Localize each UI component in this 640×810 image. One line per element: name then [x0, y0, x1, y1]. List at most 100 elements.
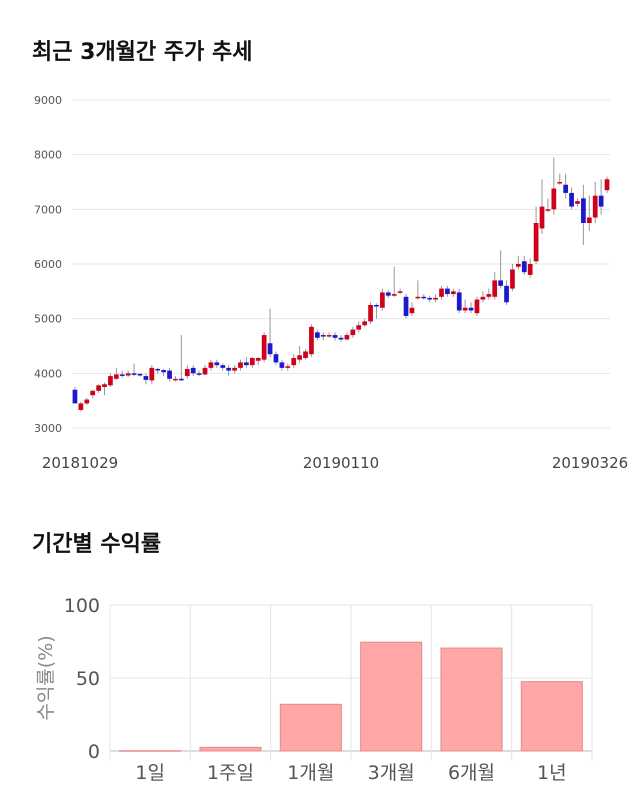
- candle-body: [179, 378, 184, 381]
- x-tick-label: 1일: [135, 762, 165, 784]
- candle-body: [137, 373, 143, 376]
- y-tick-label: 4000: [34, 367, 62, 380]
- candle-body: [403, 296, 409, 316]
- candle-body: [592, 195, 598, 218]
- candle-body: [433, 297, 438, 300]
- y-axis-label: 수익률(%): [35, 635, 57, 720]
- candle-body: [113, 374, 119, 379]
- candle-body: [214, 362, 220, 366]
- x-tick-label: 1년: [537, 762, 567, 784]
- x-tick-label: 20181029: [42, 454, 118, 472]
- candle-body: [545, 209, 551, 211]
- candle-body: [510, 269, 515, 289]
- candle-body: [338, 337, 344, 340]
- candle-body: [450, 291, 456, 295]
- candle-body: [397, 291, 403, 293]
- candle-body: [527, 264, 533, 275]
- candle-body: [202, 367, 208, 375]
- x-tick-label: 6개월: [448, 762, 495, 784]
- candle-body: [350, 329, 356, 336]
- candle-body: [244, 362, 249, 366]
- y-tick-label: 3000: [34, 422, 62, 435]
- candle-body: [586, 217, 592, 223]
- candle-body: [72, 389, 78, 404]
- candle-body: [314, 332, 320, 338]
- x-tick-label: 20190326: [552, 454, 628, 472]
- candle-body: [220, 365, 226, 368]
- candle-body: [533, 223, 539, 262]
- candle-body: [581, 198, 586, 223]
- candle-body: [273, 354, 279, 363]
- candle-body: [557, 182, 563, 184]
- return-bar: [360, 641, 423, 752]
- candle-body: [238, 362, 243, 368]
- return-bar: [199, 746, 262, 752]
- candle-body: [184, 368, 190, 377]
- candle-body: [504, 285, 509, 303]
- candle-body: [119, 374, 125, 376]
- candle-body: [445, 288, 450, 295]
- candle-body: [480, 296, 486, 300]
- period-return-title: 기간별 수익률: [32, 532, 162, 557]
- candle-body: [125, 373, 131, 376]
- return-bar: [520, 681, 583, 752]
- candle-body: [78, 403, 84, 410]
- y-tick-label: 7000: [34, 203, 62, 216]
- candle-body: [108, 376, 113, 386]
- candle-body: [96, 385, 101, 391]
- candle-body: [196, 373, 202, 375]
- candle-body: [362, 321, 368, 326]
- candle-body: [569, 192, 574, 207]
- candle-body: [468, 307, 474, 311]
- candle-body: [297, 355, 302, 360]
- y-tick-label: 0: [88, 741, 100, 763]
- candle-body: [604, 179, 610, 191]
- return-bar: [279, 703, 342, 752]
- candle-body: [279, 362, 285, 368]
- candle-body: [551, 188, 557, 210]
- candle-body: [326, 335, 332, 337]
- candle-body: [486, 294, 492, 297]
- candle-body: [102, 384, 107, 387]
- candle-body: [303, 351, 308, 359]
- candle-body: [208, 362, 214, 368]
- x-tick-label: 1주일: [207, 762, 254, 784]
- candle-body: [267, 343, 273, 355]
- candle-body: [575, 201, 580, 204]
- candle-body: [515, 264, 521, 267]
- y-tick-label: 8000: [34, 149, 62, 162]
- candle-body: [498, 280, 503, 286]
- candle-body: [385, 292, 391, 296]
- candle-body: [380, 292, 385, 308]
- candle-body: [344, 335, 350, 340]
- candle-body: [415, 296, 421, 299]
- candle-body: [190, 367, 196, 374]
- candle-body: [539, 206, 545, 229]
- y-tick-label: 9000: [34, 94, 62, 107]
- candle-body: [332, 335, 338, 338]
- candle-body: [226, 367, 232, 371]
- candle-body: [374, 305, 379, 307]
- candle-body: [421, 296, 427, 299]
- y-tick-label: 100: [64, 595, 100, 617]
- candle-body: [391, 294, 397, 296]
- candle-body: [309, 326, 314, 355]
- y-tick-label: 6000: [34, 258, 62, 271]
- candle-body: [255, 358, 261, 361]
- x-tick-label: 3개월: [368, 762, 415, 784]
- return-bar: [440, 647, 503, 752]
- x-tick-label: 20190110: [303, 454, 379, 472]
- candle-body: [291, 358, 297, 366]
- candle-body: [167, 370, 172, 379]
- candle-body: [439, 288, 444, 297]
- candle-body: [131, 373, 137, 375]
- candle-body: [521, 261, 527, 273]
- candle-body: [161, 370, 167, 373]
- x-tick-label: 1개월: [287, 762, 334, 784]
- candle-body: [261, 335, 267, 360]
- candle-body: [320, 335, 326, 337]
- candle-body: [249, 358, 255, 366]
- candle-body: [143, 376, 149, 380]
- candle-body: [285, 366, 291, 368]
- candle-body: [598, 195, 604, 207]
